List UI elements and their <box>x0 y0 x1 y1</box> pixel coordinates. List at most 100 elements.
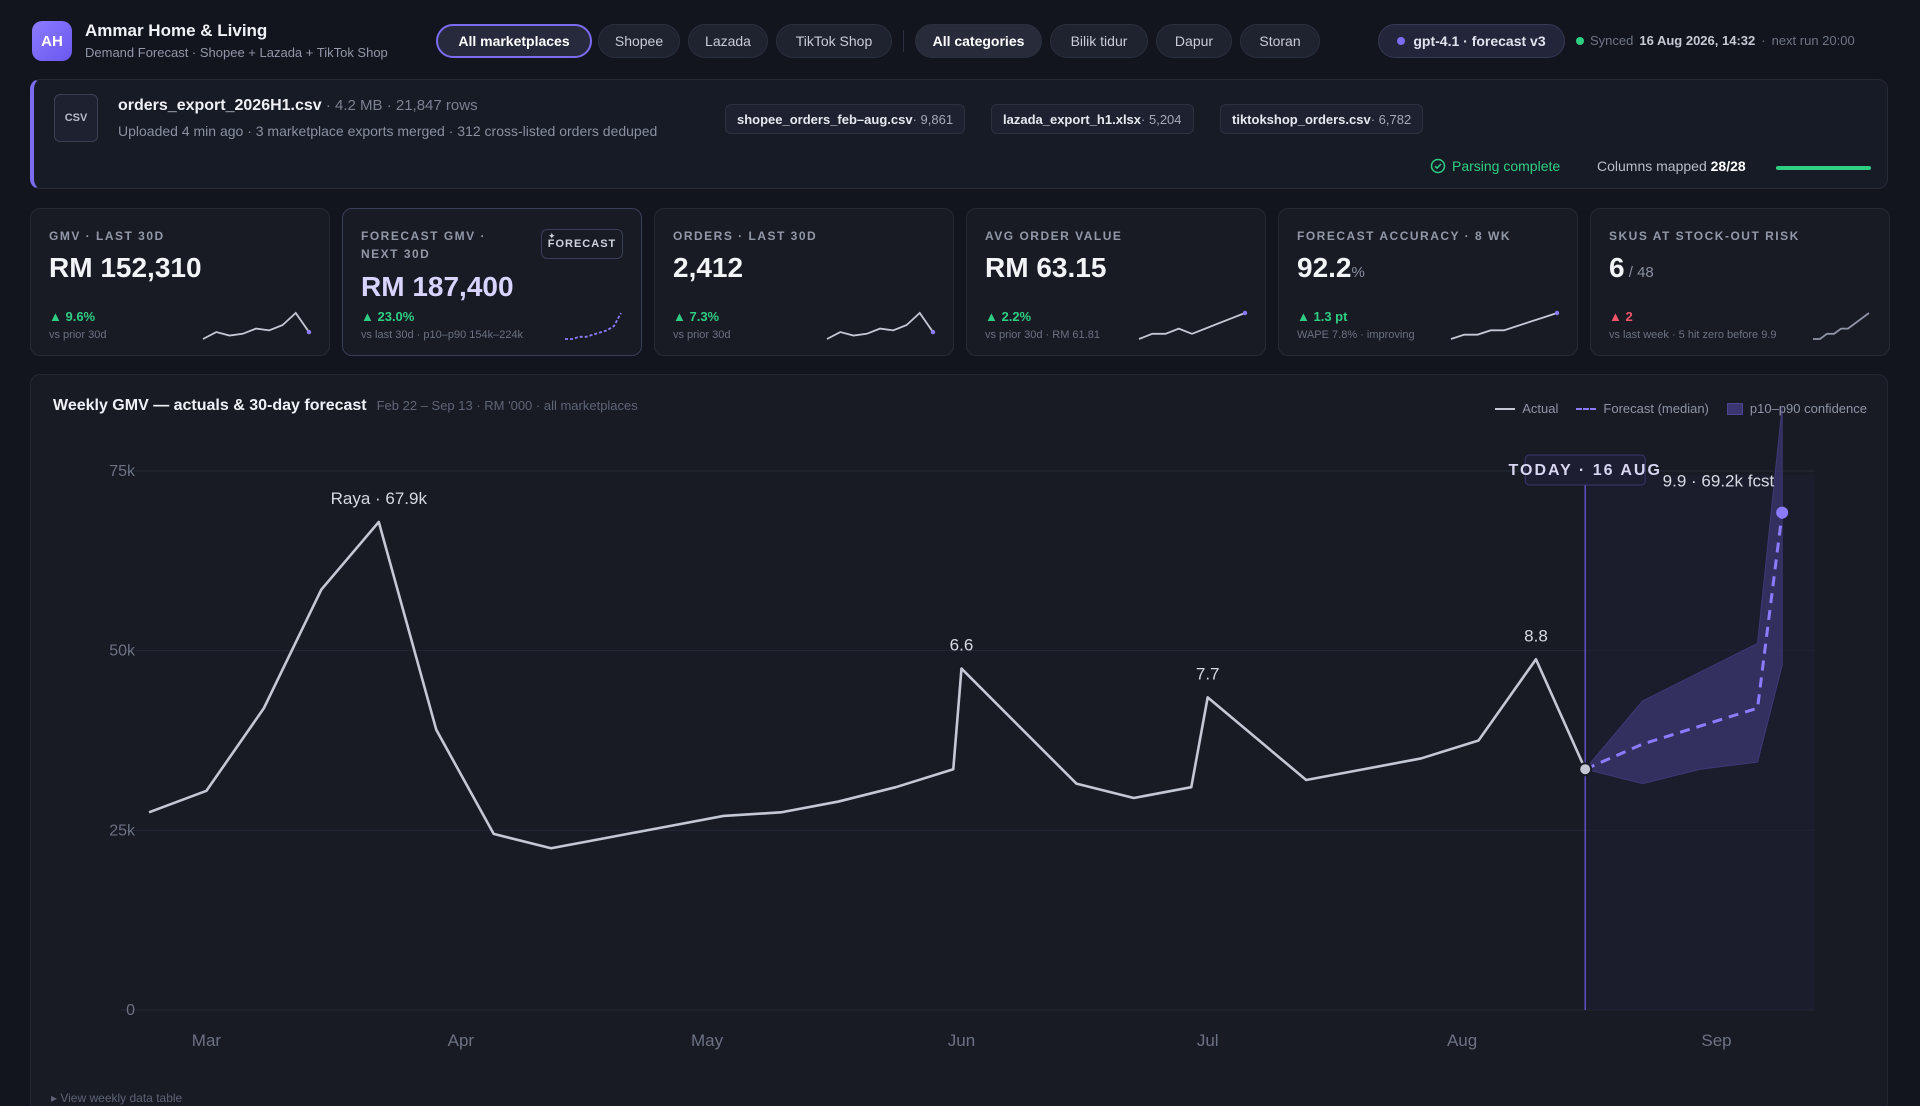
model-status-dot <box>1397 37 1406 45</box>
y-tick-label: 0 <box>126 1002 135 1019</box>
sync-time: 16 Aug 2026, 14:32 <box>1639 33 1756 48</box>
header-divider <box>903 30 904 52</box>
data-annotation: 8.8 <box>1524 626 1548 645</box>
sparkline-end-dot <box>306 329 312 335</box>
kpi-stockout-risk[interactable]: SKUS AT STOCK-OUT RISK 6 / 48 ▲ 2 vs las… <box>1590 208 1890 356</box>
sparkline-path <box>1450 312 1558 340</box>
sparkle-icon: ✦ <box>548 231 557 241</box>
source-chip-lazada[interactable]: lazada_export_h1.xlsx · 5,204 <box>991 104 1194 134</box>
next-run: next run 20:00 <box>1771 33 1855 48</box>
kpi-label: SKUS AT STOCK-OUT RISK <box>1609 229 1800 243</box>
source-chip-shopee[interactable]: shopee_orders_feb–aug.csv · 9,861 <box>725 104 966 134</box>
columns-mapped-value: 28/28 <box>1710 158 1746 174</box>
data-annotation: 9.9 · 69.2k fcst <box>1663 472 1775 491</box>
filter-tiktok-shop[interactable]: TikTok Shop <box>776 24 892 58</box>
kpi-note: vs prior 30d <box>673 329 731 341</box>
today-point <box>1578 762 1593 777</box>
dashboard-subtitle: Demand Forecast · Shopee + Lazada + TikT… <box>85 45 388 60</box>
view-data-table-toggle[interactable]: ▸ View weekly data table <box>51 1091 183 1105</box>
sparkline-path <box>1813 312 1870 340</box>
columns-progress-fill <box>1776 166 1871 170</box>
x-tick-label: Jun <box>948 1031 975 1050</box>
legend-swatch-actual <box>1495 407 1516 410</box>
filter-storan[interactable]: Storan <box>1240 24 1320 58</box>
filter-bilik-tidur[interactable]: Bilik tidur <box>1050 24 1148 58</box>
kpi-delta: ▲ 23.0% <box>361 309 415 324</box>
kpi-value: RM 187,400 <box>361 271 514 303</box>
model-label: gpt-4.1 · forecast v3 <box>1413 33 1546 49</box>
kpi-note: vs prior 30d · RM 61.81 <box>985 329 1100 341</box>
gmv-forecast-chart[interactable]: 0 25k 50k 75k Mar Apr May Jun Jul Aug Sep TODAY · 1… <box>31 375 1889 1106</box>
kpi-label: FORECAST ACCURACY · 8 WK <box>1297 229 1512 243</box>
kpi-value-number: RM 63.15 <box>985 252 1107 283</box>
legend-confidence[interactable]: p10–p90 confidence <box>1726 401 1867 416</box>
kpi-forecast-gmv[interactable]: FORECAST GMV · NEXT 30D ✦ FORECAST RM 18… <box>342 208 642 356</box>
file-meta: · 4.2 MB · 21,847 rows <box>321 97 478 114</box>
csv-file-icon: CSV <box>54 94 98 142</box>
columns-progress-bar <box>1776 166 1871 170</box>
x-tick-label: May <box>691 1031 724 1050</box>
kpi-label: AVG ORDER VALUE <box>985 229 1123 243</box>
kpi-delta: ▲ 2 <box>1609 309 1633 324</box>
sparkline-path <box>565 312 622 340</box>
source-count: · 9,861 <box>912 111 954 127</box>
sparkline-end-dot <box>1242 310 1248 316</box>
upload-banner: CSV orders_export_2026H1.csv · 4.2 MB · … <box>30 79 1888 189</box>
top-bar: AH Ammar Home & Living Demand Forecast ·… <box>0 0 1920 80</box>
filter-lazada[interactable]: Lazada <box>688 24 768 58</box>
filter-dapur[interactable]: Dapur <box>1156 24 1232 58</box>
y-tick-label: 25k <box>109 822 136 839</box>
sync-separator: · <box>1761 33 1766 48</box>
kpi-unit: / 48 <box>1624 264 1654 281</box>
forecast-end-point <box>1776 506 1789 519</box>
kpi-value-number: 6 <box>1609 252 1625 283</box>
kpi-sparkline <box>1450 310 1560 340</box>
filter-all-categories[interactable]: All categories <box>915 24 1042 58</box>
data-annotation: 6.6 <box>950 636 974 655</box>
x-tick-label: Jul <box>1197 1031 1219 1050</box>
kpi-note: vs last 30d · p10–p90 154k–224k <box>361 329 524 341</box>
filter-shopee[interactable]: Shopee <box>598 24 680 58</box>
kpi-gmv-30d[interactable]: GMV · LAST 30D RM 152,310 ▲ 9.6% vs prio… <box>30 208 330 356</box>
kpi-delta: ▲ 7.3% <box>673 309 720 324</box>
chart-title-text: Weekly GMV — actuals & 30-day forecast <box>53 397 367 414</box>
x-tick-label: Sep <box>1701 1031 1731 1050</box>
legend-forecast[interactable]: Forecast (median) <box>1576 401 1709 416</box>
kpi-value: 2,412 <box>673 252 743 284</box>
file-title: orders_export_2026H1.csv · 4.2 MB · 21,8… <box>118 97 478 115</box>
kpi-orders-30d[interactable]: ORDERS · LAST 30D 2,412 ▲ 7.3% vs prior … <box>654 208 954 356</box>
legend-actual[interactable]: Actual <box>1495 401 1558 416</box>
source-chip-tiktok[interactable]: tiktokshop_orders.csv · 6,782 <box>1220 104 1424 134</box>
check-circle-icon <box>1430 158 1446 174</box>
store-name: Ammar Home & Living <box>85 21 268 40</box>
kpi-value-number: RM 152,310 <box>49 252 202 283</box>
kpi-value-number: 2,412 <box>673 252 744 283</box>
sparkline-path <box>826 311 934 340</box>
today-badge <box>1524 454 1646 486</box>
x-tick-label: Mar <box>192 1031 222 1050</box>
legend-swatch-confidence <box>1726 402 1743 415</box>
source-count: · 5,204 <box>1141 111 1182 127</box>
kpi-sparkline <box>202 311 312 340</box>
avatar[interactable]: AH <box>32 21 72 61</box>
filter-all-marketplaces[interactable]: All marketplaces <box>436 24 592 58</box>
parse-status-label: Parsing complete <box>1452 158 1561 174</box>
kpi-note: vs prior 30d <box>49 329 107 341</box>
kpi-sparkline <box>826 311 936 340</box>
kpi-value: RM 63.15 <box>985 252 1106 284</box>
kpi-note: vs last week · 5 hit zero before 9.9 <box>1609 329 1777 341</box>
sparkline-path <box>1138 312 1246 340</box>
legend-label: p10–p90 confidence <box>1749 401 1867 416</box>
kpi-forecast-accuracy[interactable]: FORECAST ACCURACY · 8 WK 92.2% ▲ 1.3 pt … <box>1278 208 1578 356</box>
x-tick-label: Aug <box>1447 1031 1477 1050</box>
kpi-note: WAPE 7.8% · improving <box>1297 329 1415 341</box>
chart-legend: Actual Forecast (median) p10–p90 confide… <box>1495 401 1867 416</box>
upload-summary: Uploaded 4 min ago · 3 marketplace expor… <box>118 123 658 139</box>
source-count: · 6,782 <box>1370 111 1412 127</box>
kpi-delta: ▲ 1.3 pt <box>1297 309 1348 324</box>
file-name[interactable]: orders_export_2026H1.csv <box>118 97 322 114</box>
kpi-value-number: 92.2 <box>1297 252 1352 283</box>
model-selector[interactable]: gpt-4.1 · forecast v3 <box>1378 24 1565 58</box>
kpi-avg-order-value[interactable]: AVG ORDER VALUE RM 63.15 ▲ 2.2% vs prior… <box>966 208 1266 356</box>
sparkline-path <box>202 311 310 340</box>
